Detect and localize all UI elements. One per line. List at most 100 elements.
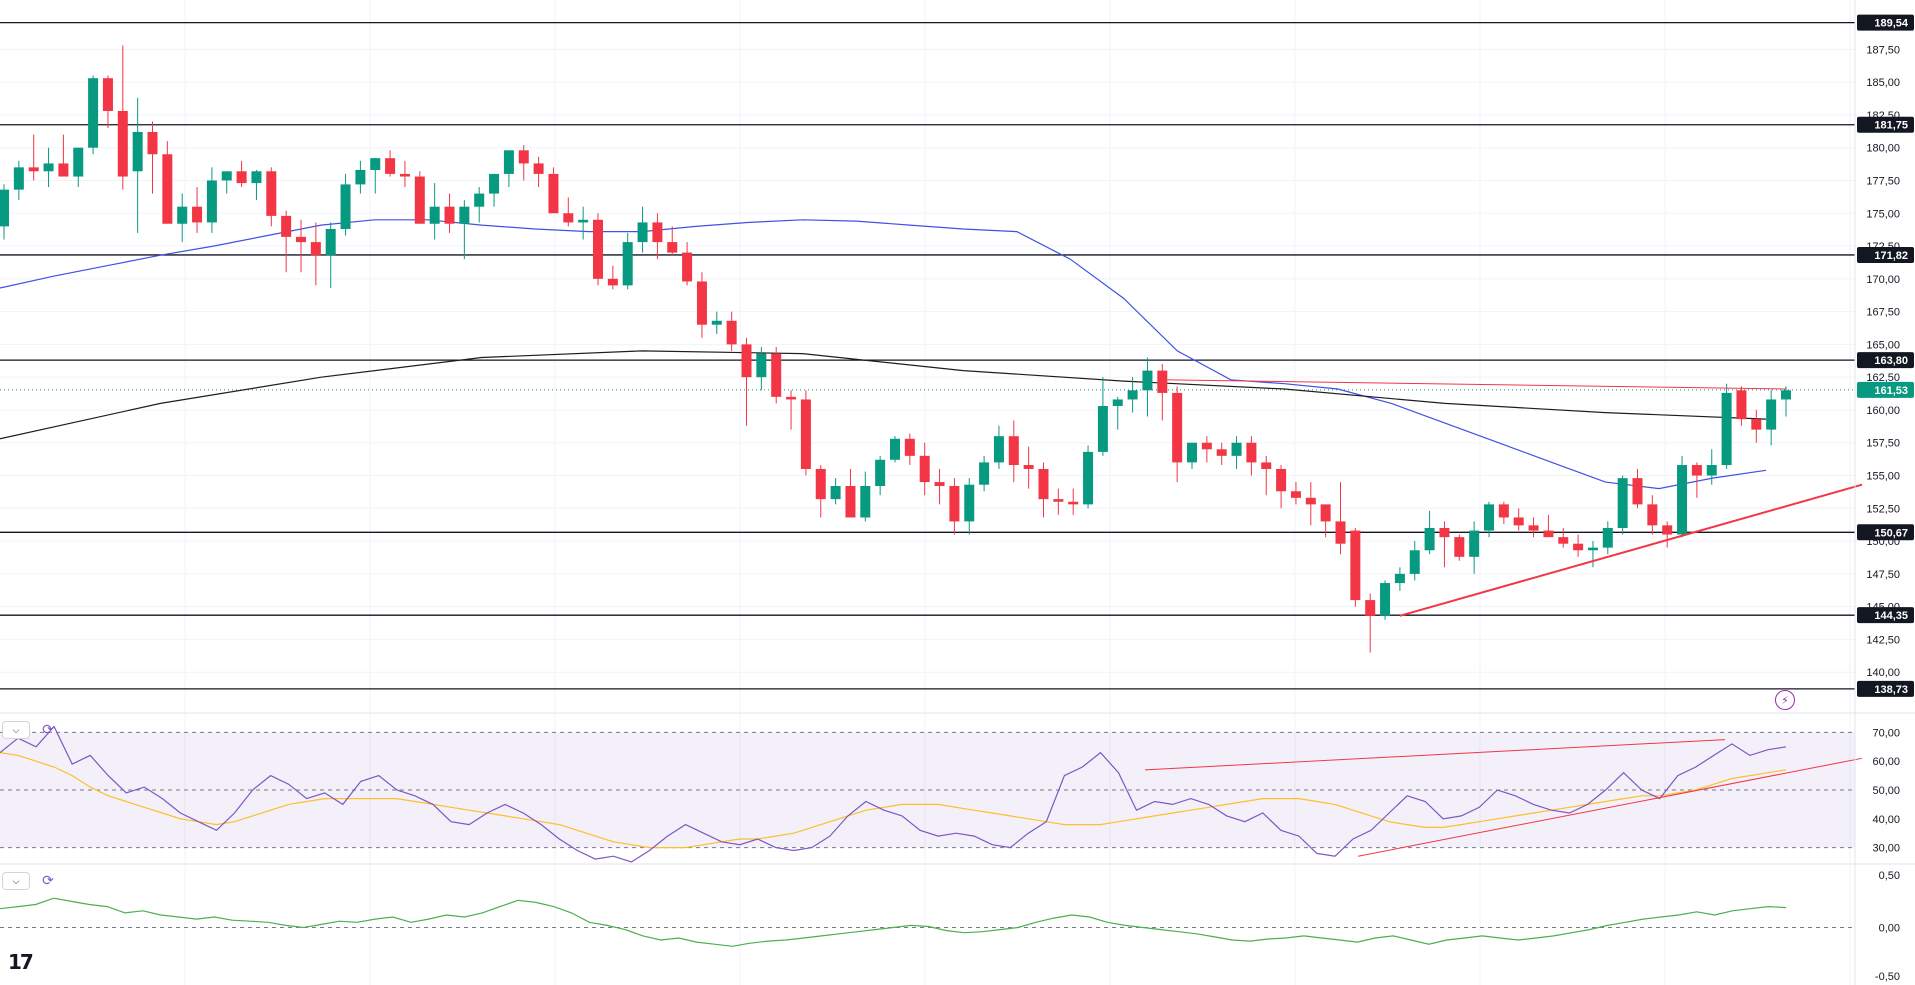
candle-body: [1677, 465, 1688, 535]
candle-body: [132, 131, 143, 172]
candle-body: [904, 438, 915, 456]
tradingview-logo-icon: 17: [8, 950, 34, 974]
price-tick-label: 175,00: [1866, 208, 1900, 220]
candle-body: [1751, 419, 1762, 430]
level-label: 189,54: [1874, 18, 1909, 30]
candle-body: [1691, 465, 1702, 476]
candle-body: [1097, 406, 1108, 452]
price-tick-label: 142,50: [1866, 634, 1900, 646]
candle-body: [696, 281, 707, 325]
candle-body: [1023, 465, 1034, 469]
price-tick-label: 180,00: [1866, 143, 1900, 155]
candle-body: [414, 176, 425, 224]
candle-body: [177, 206, 188, 224]
candle-body: [1513, 517, 1524, 526]
rsi-tick-label: 70,00: [1872, 727, 1900, 739]
candle-body: [1766, 399, 1777, 430]
price-tick-label: 140,00: [1866, 667, 1900, 679]
rsi-collapse-button[interactable]: ⌵: [2, 721, 30, 739]
candle-body: [0, 189, 9, 227]
candle-body: [875, 459, 886, 487]
candle-body: [1231, 442, 1242, 456]
price-tick-label: 147,50: [1866, 569, 1900, 581]
candle-body: [1647, 504, 1658, 526]
candle-body: [1632, 478, 1643, 505]
resistance-trendline: [1162, 379, 1787, 390]
horizontal-levels: [0, 21, 1855, 690]
candle-body: [206, 180, 217, 223]
oscillator-refresh-icon[interactable]: ⟳: [42, 871, 54, 888]
ma-black-line: [0, 350, 1767, 440]
candle-body: [1409, 550, 1420, 574]
oscillator-pane: 0,50 0,00 -0,50: [0, 870, 1900, 983]
rsi-tick-label: 30,00: [1872, 843, 1900, 855]
candle-body: [43, 163, 54, 172]
candle-body: [1008, 436, 1019, 466]
oscillator-collapse-button[interactable]: ⌵: [2, 872, 30, 890]
candle-body: [711, 320, 722, 325]
candle-body: [1662, 525, 1673, 535]
candle-body: [533, 163, 544, 174]
candle-body: [1484, 504, 1494, 531]
level-label-bg: [1857, 14, 1914, 31]
candle-body: [399, 173, 410, 177]
candle-body: [593, 219, 603, 279]
level-label: 144,35: [1874, 610, 1908, 622]
candle-body: [1290, 491, 1301, 498]
candle-body: [1543, 530, 1554, 538]
candle-body: [251, 171, 262, 184]
candle-body: [1305, 497, 1316, 505]
candle-body: [1261, 462, 1272, 469]
candle-body: [1573, 543, 1584, 551]
rsi-line: [0, 725, 1787, 863]
osc-tick-label: 0,50: [1879, 870, 1900, 882]
candle-body: [1617, 478, 1628, 528]
rsi-tick-label: 50,00: [1872, 785, 1900, 797]
moving-averages: [0, 219, 1767, 490]
candle-body: [1394, 573, 1405, 584]
candle-body: [474, 193, 485, 207]
current-price-label: 161,53: [1874, 385, 1908, 397]
candle-body: [1721, 392, 1732, 466]
candle-body: [1276, 468, 1287, 492]
rsi-refresh-icon[interactable]: ⟳: [42, 720, 54, 737]
candle-body: [652, 222, 663, 243]
price-tick-label: 157,50: [1866, 438, 1900, 450]
candle-body: [1320, 504, 1331, 522]
candle-body: [489, 173, 500, 194]
trendlines: [1162, 379, 1863, 617]
candle-body: [28, 167, 39, 172]
price-tick-label: 177,50: [1866, 175, 1900, 187]
candle-body: [860, 486, 871, 518]
candle-body: [13, 167, 24, 190]
price-tick-label: 152,50: [1866, 503, 1900, 515]
candle-body: [1053, 499, 1064, 502]
current-price-label-bg: [1857, 381, 1914, 398]
level-label-bg: [1857, 607, 1914, 624]
candle-body: [1602, 527, 1613, 548]
candle-body: [1335, 521, 1346, 544]
candle-body: [236, 171, 247, 184]
lightning-icon[interactable]: ⚡: [1775, 690, 1795, 710]
price-tick-label: 165,00: [1866, 339, 1900, 351]
candle-body: [325, 228, 336, 256]
rsi-top-divergence-line: [1144, 739, 1726, 771]
candle-body: [1528, 525, 1539, 531]
level-label-bg: [1857, 352, 1914, 369]
rsi-bottom-divergence-line: [1357, 757, 1863, 857]
level-label: 138,73: [1874, 684, 1908, 696]
candle-body: [221, 171, 232, 181]
candle-body: [1142, 370, 1153, 391]
candle-body: [88, 78, 99, 148]
candle-body: [58, 163, 69, 177]
rsi-ma-line: [0, 752, 1787, 849]
candle-body: [1246, 442, 1257, 463]
price-tick-label: 162,50: [1866, 372, 1900, 384]
osc-tick-label: 0,00: [1879, 923, 1900, 935]
candle-body: [830, 486, 841, 500]
candle-body: [370, 158, 381, 170]
candle-body: [637, 222, 648, 243]
candle-body: [385, 158, 396, 174]
